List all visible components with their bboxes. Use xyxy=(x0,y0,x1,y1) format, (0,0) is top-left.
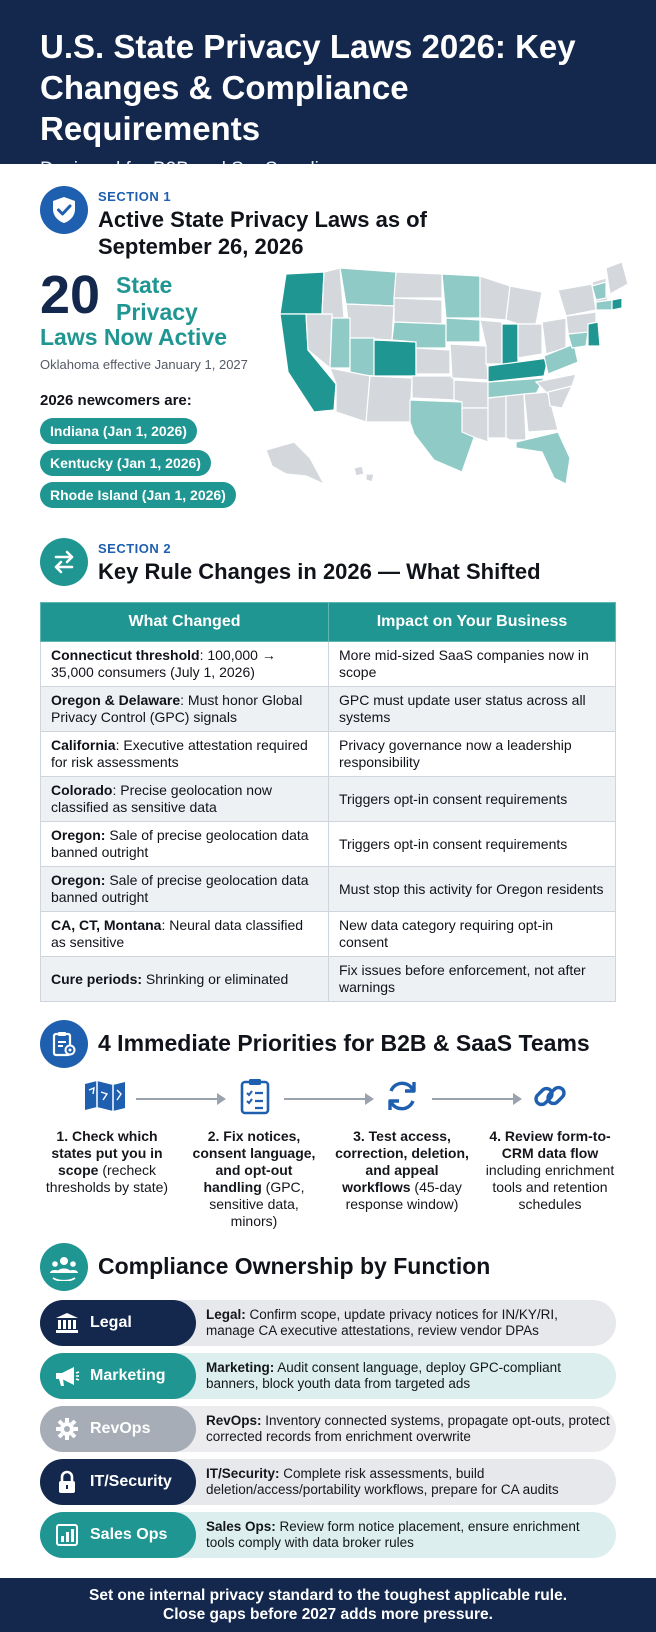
flow-arrow xyxy=(432,1093,522,1105)
megaphone-icon xyxy=(54,1363,80,1389)
table-row: Oregon: Sale of precise geolocation data… xyxy=(40,866,616,912)
section-label: SECTION 2 xyxy=(98,541,172,556)
law-count-label-line3: Laws Now Active xyxy=(40,324,228,350)
table-row: Oregon & Delaware: Must honor Global Pri… xyxy=(40,686,616,732)
function-duties: Sales Ops: Review form notice placement,… xyxy=(206,1519,580,1550)
function-label: IT/Security xyxy=(90,1473,172,1490)
function-label: Marketing xyxy=(90,1367,166,1384)
impact-cell: Fix issues before enforcement, not after… xyxy=(328,956,616,1002)
map-state-minnesota xyxy=(441,273,481,319)
impact-cell: Triggers opt-in consent requirements xyxy=(328,776,616,822)
impact-cell: More mid-sized SaaS companies now in sco… xyxy=(328,641,616,687)
table-row: Cure periods: Shrinking or eliminated Fix… xyxy=(40,956,616,1002)
link-icon xyxy=(526,1076,574,1116)
function-badge: IT/Security xyxy=(40,1459,196,1505)
change-cell: Connecticut threshold: 100,000 → 35,000 … xyxy=(40,641,329,687)
map-state-indiana xyxy=(501,323,519,365)
newcomers-label: 2026 newcomers are: xyxy=(40,392,192,409)
table-header-row: What Changed Impact on Your Business xyxy=(40,602,616,642)
impact-cell: Privacy governance now a leadership resp… xyxy=(328,731,616,777)
impact-cell: GPC must update user status across all s… xyxy=(328,686,616,732)
footer-line: Set one internal privacy standard to the… xyxy=(88,1587,568,1604)
footer-banner: Set one internal privacy standard to the… xyxy=(0,1578,656,1632)
map-state-new-jersey xyxy=(587,321,601,347)
map-state-montana xyxy=(339,267,397,307)
function-badge: RevOps xyxy=(40,1406,196,1452)
function-duties: Legal: Confirm scope, update privacy not… xyxy=(206,1307,558,1338)
priority-step: 2. Fix notices, consent language, and op… xyxy=(192,1128,316,1229)
priority-step: 4. Review form-to-CRM data flow includin… xyxy=(485,1128,615,1212)
priority-step: 1. Check which states put you in scope (… xyxy=(45,1128,169,1195)
change-cell: Cure periods: Shrinking or eliminated xyxy=(40,956,329,1002)
newcomer-badge: Kentucky (Jan 1, 2026) xyxy=(40,450,211,476)
clipboard-gear-icon xyxy=(40,1020,88,1068)
impact-cell: Triggers opt-in consent requirements xyxy=(328,821,616,867)
priorities-title: 4 Immediate Priorities for B2B & SaaS Te… xyxy=(98,1030,590,1056)
column-header: Impact on Your Business xyxy=(328,602,616,642)
table-row: Colorado: Precise geolocation now classi… xyxy=(40,776,616,822)
shield-check-icon xyxy=(40,186,88,234)
impact-cell: New data category requiring opt-in conse… xyxy=(328,911,616,957)
table-row: Oregon: Sale of precise geolocation data… xyxy=(40,821,616,867)
gear-icon xyxy=(54,1416,80,1442)
map-state-virginia xyxy=(543,343,579,375)
function-badge: Marketing xyxy=(40,1353,196,1399)
function-duties: IT/Security: Complete risk assessments, … xyxy=(206,1466,559,1497)
function-label: Legal xyxy=(90,1314,132,1331)
flow-arrow xyxy=(284,1093,374,1105)
rule-changes-table: What Changed Impact on Your Business Con… xyxy=(40,602,616,1002)
map-state-kentucky xyxy=(487,357,549,383)
map-state-florida xyxy=(515,431,571,485)
lock-icon xyxy=(54,1469,80,1495)
page-title: U.S. State Privacy Laws 2026: Key Change… xyxy=(40,28,576,147)
map-state-oregon xyxy=(279,271,325,315)
law-count-label: State Privacy xyxy=(116,272,198,325)
column-header: What Changed xyxy=(40,602,329,642)
newcomer-badge: Rhode Island (Jan 1, 2026) xyxy=(40,482,236,508)
footer-line: Close gaps before 2027 adds more pressur… xyxy=(163,1606,493,1623)
bank-icon xyxy=(54,1310,80,1336)
function-duties: Marketing: Audit consent language, deplo… xyxy=(206,1360,561,1391)
flow-arrow xyxy=(136,1093,226,1105)
law-count: 20 xyxy=(40,265,101,325)
bar-chart-icon xyxy=(54,1522,80,1548)
table-row: CA, CT, Montana: Neural data classified … xyxy=(40,911,616,957)
priority-step: 3. Test access, correction, deletion, an… xyxy=(335,1128,469,1212)
map-icon xyxy=(81,1076,129,1116)
us-map xyxy=(266,262,629,486)
newcomer-badge: Indiana (Jan 1, 2026) xyxy=(40,418,197,444)
impact-cell: Must stop this activity for Oregon resid… xyxy=(328,866,616,912)
change-cell: California: Executive attestation requir… xyxy=(40,731,329,777)
checklist-icon xyxy=(231,1076,279,1116)
swap-arrows-icon xyxy=(40,538,88,586)
function-duties: RevOps: Inventory connected systems, pro… xyxy=(206,1413,610,1444)
ownership-title: Compliance Ownership by Function xyxy=(98,1253,491,1279)
change-cell: CA, CT, Montana: Neural data classified … xyxy=(40,911,329,957)
function-badge: Sales Ops xyxy=(40,1512,196,1558)
function-label: RevOps xyxy=(90,1420,151,1437)
map-state-colorado xyxy=(373,339,417,377)
map-state-rhode-island xyxy=(611,297,623,311)
change-cell: Oregon: Sale of precise geolocation data… xyxy=(40,866,329,912)
change-cell: Oregon: Sale of precise geolocation data… xyxy=(40,821,329,867)
header-banner: U.S. State Privacy Laws 2026: Key Change… xyxy=(0,0,656,180)
table-row: California: Executive attestation requir… xyxy=(40,731,616,777)
section-label: SECTION 1 xyxy=(98,189,172,204)
function-label: Sales Ops xyxy=(90,1526,168,1543)
refresh-icon xyxy=(378,1076,426,1116)
section-title: Key Rule Changes in 2026 — What Shifted xyxy=(98,559,541,584)
change-cell: Oregon & Delaware: Must honor Global Pri… xyxy=(40,686,329,732)
oklahoma-note: Oklahoma effective January 1, 2027 xyxy=(40,357,248,372)
section-title: Active State Privacy Laws as of Septembe… xyxy=(98,207,427,259)
change-cell: Colorado: Precise geolocation now classi… xyxy=(40,776,329,822)
team-icon xyxy=(40,1243,88,1291)
function-badge: Legal xyxy=(40,1300,196,1346)
table-row: Connecticut threshold: 100,000 → 35,000 … xyxy=(40,641,616,687)
